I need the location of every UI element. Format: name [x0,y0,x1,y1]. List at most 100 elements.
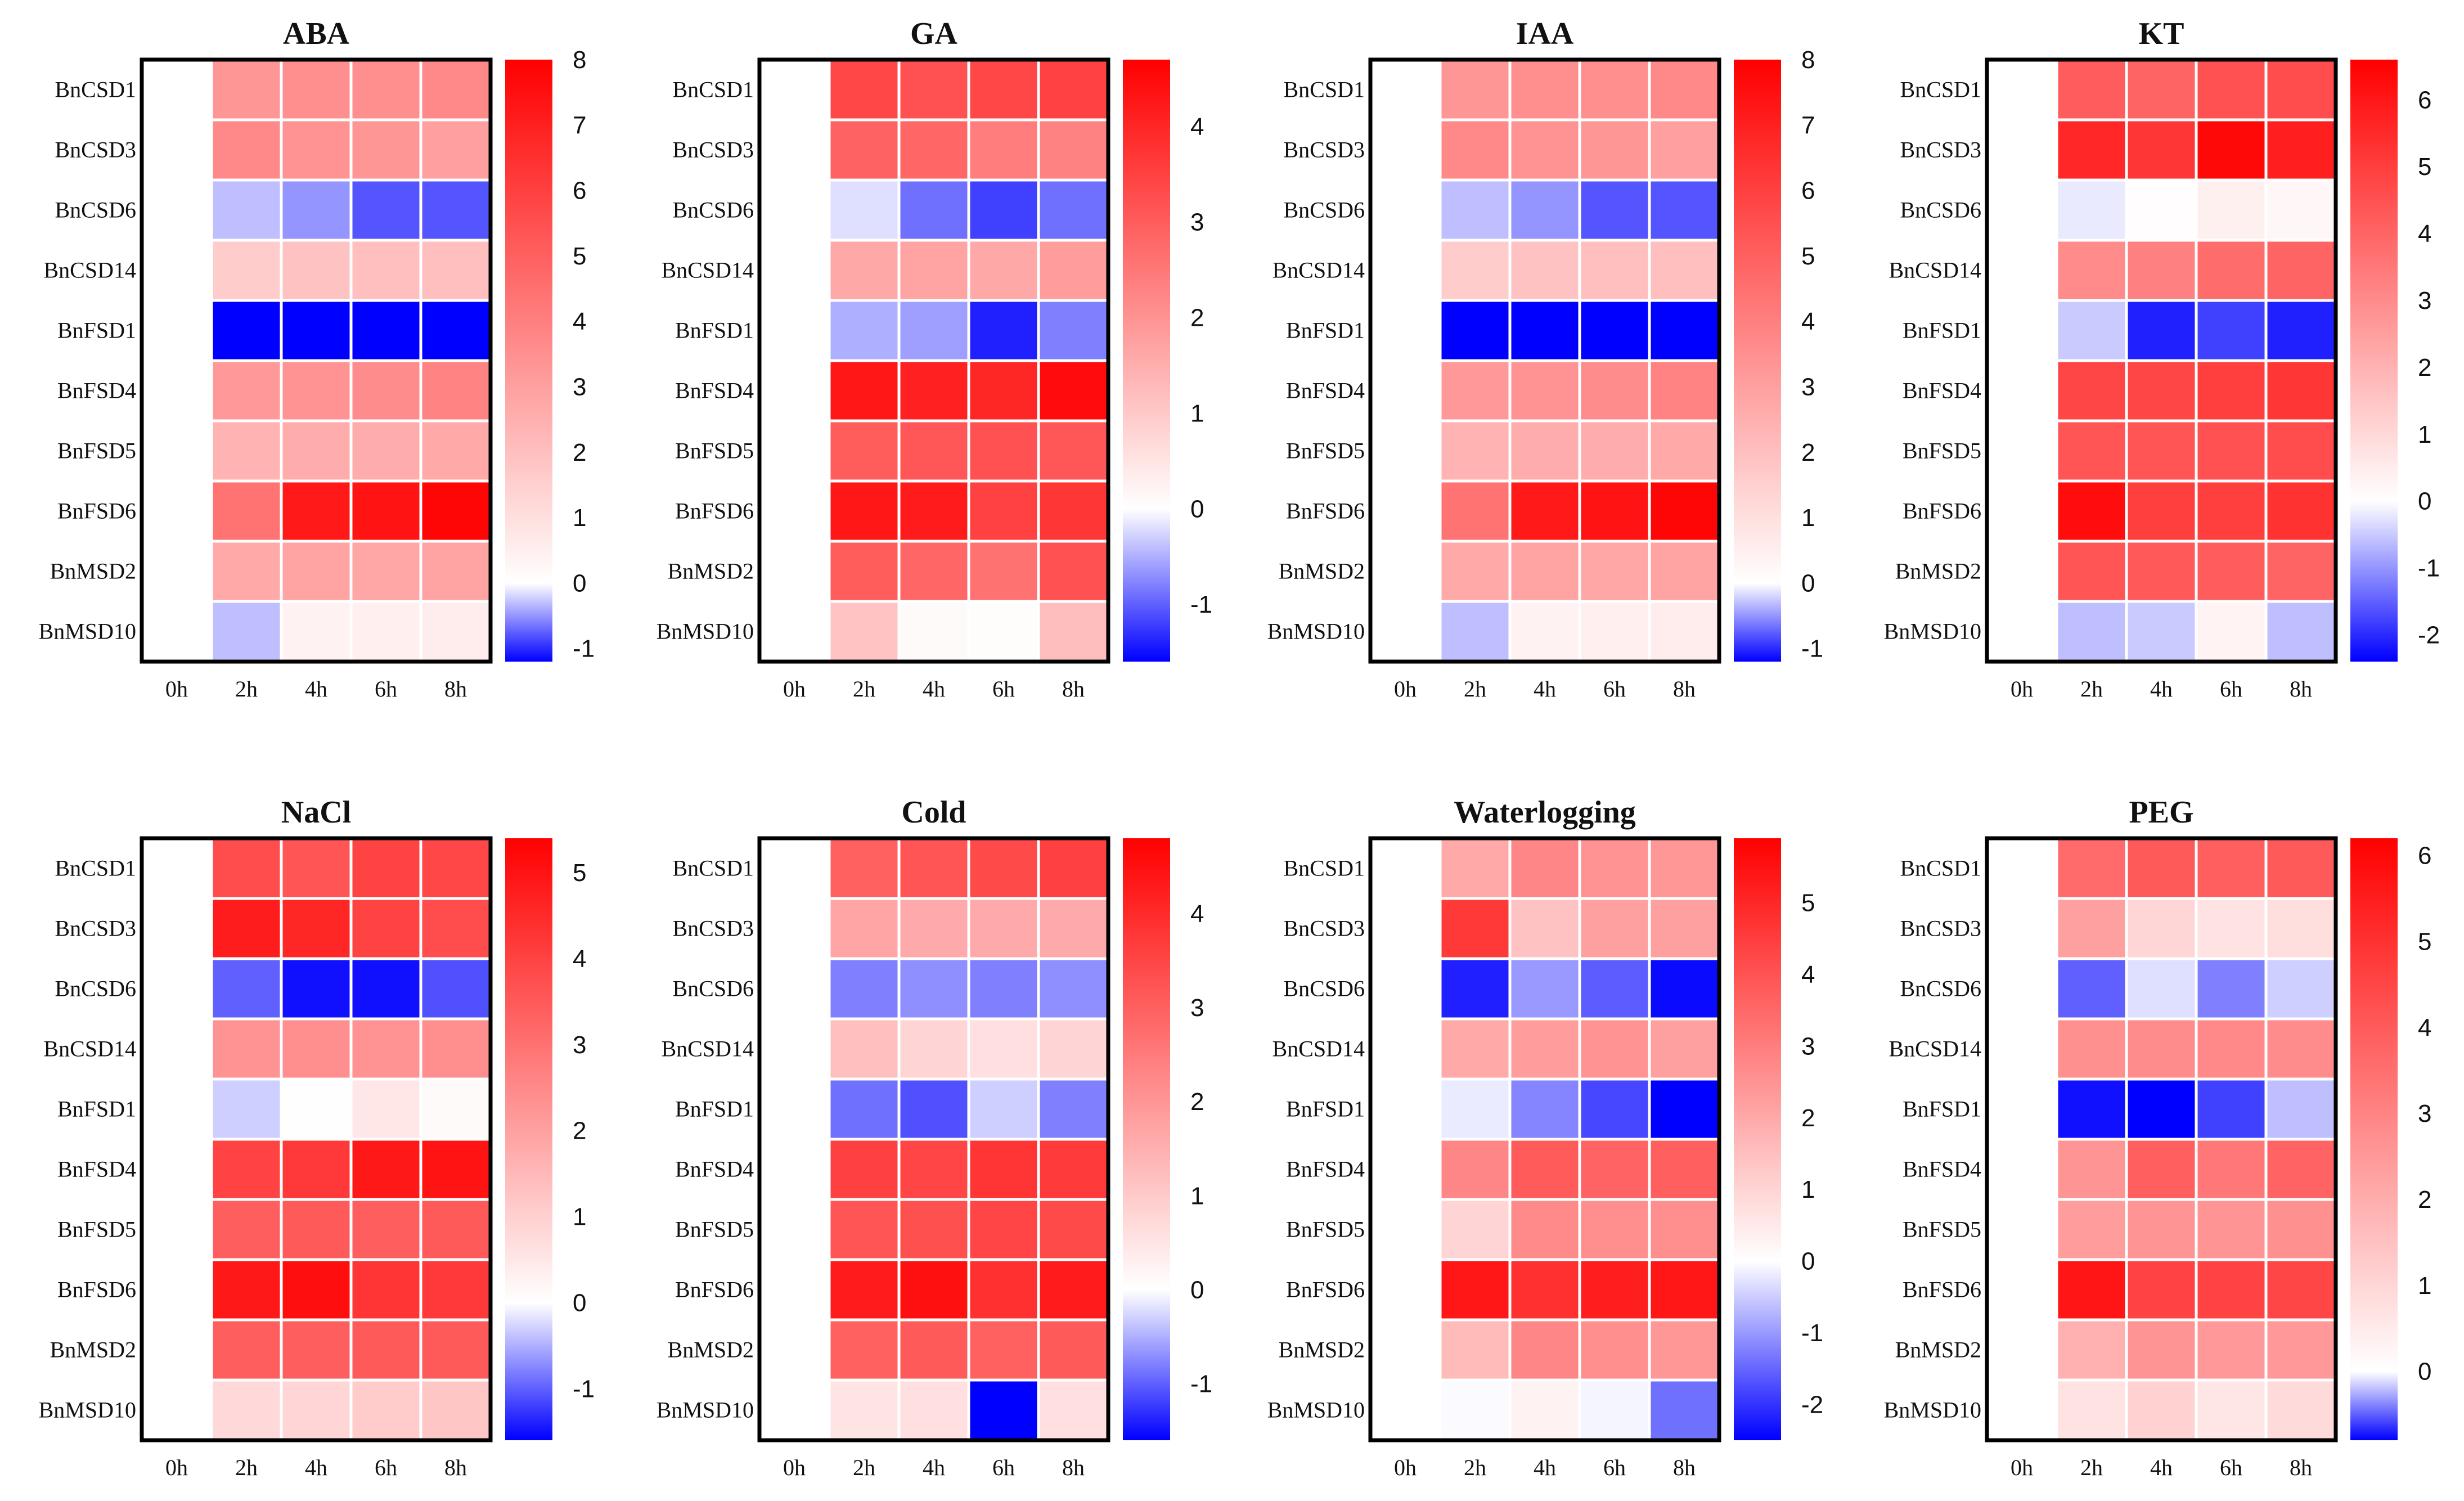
heatmap-cell [2264,359,2337,423]
heatmap-cell [1438,957,1512,1021]
heatmap-cell [140,540,213,603]
heatmap-cell [1578,359,1651,423]
row-label: BnFSD6 [675,1277,754,1302]
heatmap-cell [967,419,1040,483]
heatmap-cell [897,1258,970,1322]
heatmap-border [1368,57,1721,664]
row-label: BnCSD3 [1284,916,1365,941]
heatmap-cell [280,299,353,362]
heatmap-cell [897,1077,970,1141]
panel-title: PEG [2129,795,2193,830]
heatmap-cell [2055,479,2128,543]
heatmap-cell [1508,299,1581,362]
heatmap-cell [1438,299,1512,362]
panel-title: ABA [283,16,350,51]
heatmap-cell [2055,1017,2128,1081]
heatmap-cell [828,600,901,663]
heatmap-cell [1508,897,1581,960]
heatmap-cell [1578,897,1651,960]
heatmap-cell [897,419,970,483]
heatmap-cell [967,897,1040,960]
heatmap-cell [1985,359,2058,423]
heatmap-cell [1648,1198,1721,1261]
heatmap-cell [2125,1198,2198,1261]
colorbar-tick-label: 0 [1190,1277,1204,1304]
heatmap-cell [1578,1017,1651,1081]
colorbar-tick-label: -1 [1801,635,1823,663]
heatmap-cell [1508,239,1581,302]
heatmap-cell [2055,58,2128,122]
heatmap-cell [1508,178,1581,242]
heatmap-cell [2055,1077,2128,1141]
column-label: 8h [444,676,467,702]
row-label: BnCSD3 [1284,137,1365,163]
heatmap-cell [349,837,422,900]
heatmap-cell [1578,540,1651,603]
heatmap-cell [967,1198,1040,1261]
heatmap-cell [140,1378,213,1442]
heatmap-cell [1985,58,2058,122]
panel-title: GA [910,16,958,51]
heatmap-cell [1369,118,1442,182]
heatmap-cell [419,118,492,182]
heatmap-cell [1369,540,1442,603]
heatmap-cell [280,1258,353,1322]
heatmap-cell [140,178,213,242]
panel-title: NaCl [281,795,351,830]
heatmap-cell [2195,299,2268,362]
heatmap-cell [140,118,213,182]
heatmap-cell [419,600,492,663]
heatmap-cell [419,299,492,362]
heatmap-cell [1648,299,1721,362]
heatmap-cell [1369,1017,1442,1081]
colorbar-tick-label: 6 [2418,86,2431,114]
heatmap-cell [828,1378,901,1442]
column-label: 2h [853,1455,875,1480]
row-label: BnMSD10 [1884,619,1981,644]
row-label: BnFSD4 [1286,378,1365,403]
heatmap-cell [2055,1198,2128,1261]
heatmap-cell [1369,359,1442,423]
heatmap-cell [967,1258,1040,1322]
heatmap-cell [1508,58,1581,122]
heatmap-cell [1648,600,1721,663]
heatmap-cell [2195,1138,2268,1201]
heatmap-cell [1508,359,1581,423]
colorbar-tick-label: 2 [2418,1186,2431,1214]
heatmap-cell [828,837,901,900]
heatmap-cell [758,178,831,242]
heatmap-cell [1985,178,2058,242]
column-label: 0h [2011,1455,2033,1480]
colorbar-tick-label: -1 [1190,1370,1212,1398]
row-label: BnCSD3 [1900,916,1982,941]
heatmap-cell [828,1258,901,1322]
row-label: BnFSD1 [675,1096,754,1122]
heatmap-cell [419,479,492,543]
heatmap-cell [1985,239,2058,302]
colorbar-tick-label: 5 [2418,928,2431,955]
heatmap-panel-nacl: NaCl BnCSD1 BnCSD3 BnCSD6 BnCSD14 BnFSD1 BnFSD… [39,795,595,1480]
heatmap-cell [758,1017,831,1081]
heatmap-border [1368,836,1721,1442]
row-label: BnFSD4 [1903,1157,1981,1182]
heatmap-cell [1037,419,1110,483]
row-label: BnCSD14 [662,1036,754,1062]
row-label: BnFSD6 [57,498,136,524]
heatmap-cell [1369,1318,1442,1382]
heatmap-cell [210,837,283,900]
heatmap-cell [828,1017,901,1081]
heatmap-cell [1578,600,1651,663]
heatmap-cell [2125,1017,2198,1081]
heatmap-cell [1648,1318,1721,1382]
heatmap-cell [1438,419,1512,483]
row-label: BnCSD1 [55,856,137,881]
heatmap-cell [419,239,492,302]
heatmap-cell [349,1017,422,1081]
row-label: BnFSD1 [1286,1096,1365,1122]
row-label: BnCSD14 [44,1036,137,1062]
colorbar-tick-label: 2 [2418,354,2431,381]
colorbar-tick-label: 1 [1801,1176,1815,1203]
colorbar-tick-label: 2 [1190,1088,1204,1116]
heatmap-cell [2125,359,2198,423]
